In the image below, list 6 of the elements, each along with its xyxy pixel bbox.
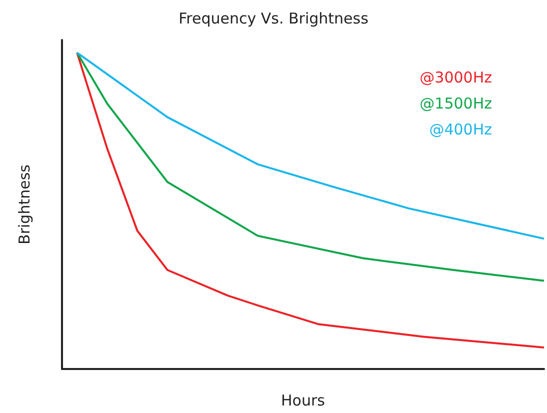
- text: @3000Hz: [420, 68, 492, 86]
- x-axis-title: Hours: [281, 392, 326, 410]
- y-axis-title: Brightness: [16, 164, 34, 244]
- chart-title: Frequency Vs. Brightness: [178, 10, 369, 28]
- text: @400Hz: [429, 120, 492, 138]
- text: @1500Hz: [420, 94, 492, 112]
